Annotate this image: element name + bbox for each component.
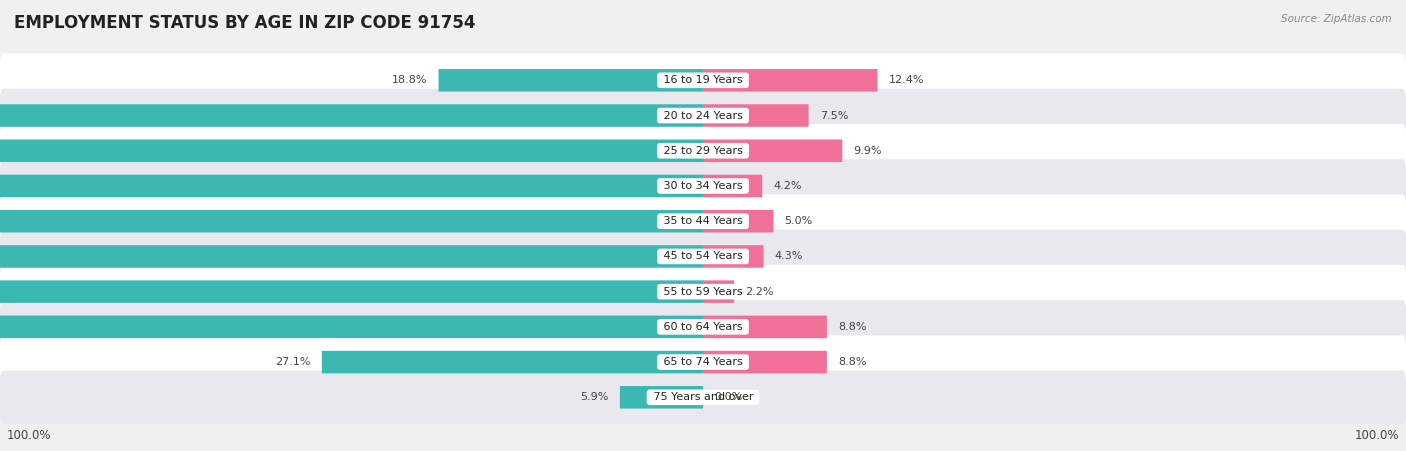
- Text: 8.8%: 8.8%: [838, 357, 866, 367]
- Text: 16 to 19 Years: 16 to 19 Years: [659, 75, 747, 85]
- FancyBboxPatch shape: [703, 316, 827, 338]
- FancyBboxPatch shape: [0, 300, 1406, 354]
- FancyBboxPatch shape: [0, 175, 703, 197]
- FancyBboxPatch shape: [703, 281, 734, 303]
- FancyBboxPatch shape: [322, 351, 703, 373]
- FancyBboxPatch shape: [0, 124, 1406, 178]
- FancyBboxPatch shape: [703, 351, 827, 373]
- FancyBboxPatch shape: [703, 69, 877, 92]
- FancyBboxPatch shape: [0, 281, 703, 303]
- Text: 25 to 29 Years: 25 to 29 Years: [659, 146, 747, 156]
- Text: 0.0%: 0.0%: [714, 392, 742, 402]
- Text: 9.9%: 9.9%: [853, 146, 882, 156]
- FancyBboxPatch shape: [0, 89, 1406, 143]
- Text: 7.5%: 7.5%: [820, 110, 848, 120]
- FancyBboxPatch shape: [0, 194, 1406, 248]
- FancyBboxPatch shape: [0, 245, 703, 268]
- FancyBboxPatch shape: [0, 54, 1406, 107]
- Text: 4.3%: 4.3%: [775, 251, 803, 262]
- FancyBboxPatch shape: [0, 371, 1406, 424]
- FancyBboxPatch shape: [703, 210, 773, 232]
- FancyBboxPatch shape: [0, 159, 1406, 213]
- FancyBboxPatch shape: [0, 336, 1406, 389]
- FancyBboxPatch shape: [0, 104, 703, 127]
- Text: 4.2%: 4.2%: [773, 181, 801, 191]
- Text: 100.0%: 100.0%: [1354, 429, 1399, 442]
- Text: 100.0%: 100.0%: [7, 429, 52, 442]
- FancyBboxPatch shape: [0, 139, 703, 162]
- Text: 30 to 34 Years: 30 to 34 Years: [659, 181, 747, 191]
- FancyBboxPatch shape: [703, 104, 808, 127]
- Text: 75 Years and over: 75 Years and over: [650, 392, 756, 402]
- FancyBboxPatch shape: [703, 175, 762, 197]
- FancyBboxPatch shape: [0, 210, 703, 232]
- Text: 20 to 24 Years: 20 to 24 Years: [659, 110, 747, 120]
- Text: 55 to 59 Years: 55 to 59 Years: [659, 287, 747, 297]
- FancyBboxPatch shape: [703, 139, 842, 162]
- Text: 18.8%: 18.8%: [392, 75, 427, 85]
- Text: 2.2%: 2.2%: [745, 287, 773, 297]
- FancyBboxPatch shape: [0, 316, 703, 338]
- Text: 65 to 74 Years: 65 to 74 Years: [659, 357, 747, 367]
- Text: 35 to 44 Years: 35 to 44 Years: [659, 216, 747, 226]
- Text: 45 to 54 Years: 45 to 54 Years: [659, 251, 747, 262]
- FancyBboxPatch shape: [439, 69, 703, 92]
- Text: EMPLOYMENT STATUS BY AGE IN ZIP CODE 91754: EMPLOYMENT STATUS BY AGE IN ZIP CODE 917…: [14, 14, 475, 32]
- FancyBboxPatch shape: [0, 265, 1406, 318]
- Text: Source: ZipAtlas.com: Source: ZipAtlas.com: [1281, 14, 1392, 23]
- FancyBboxPatch shape: [703, 245, 763, 268]
- Text: 27.1%: 27.1%: [276, 357, 311, 367]
- Text: 8.8%: 8.8%: [838, 322, 866, 332]
- Text: 5.9%: 5.9%: [581, 392, 609, 402]
- Text: 60 to 64 Years: 60 to 64 Years: [659, 322, 747, 332]
- FancyBboxPatch shape: [620, 386, 703, 409]
- Text: 5.0%: 5.0%: [785, 216, 813, 226]
- Text: 12.4%: 12.4%: [889, 75, 924, 85]
- FancyBboxPatch shape: [0, 230, 1406, 283]
